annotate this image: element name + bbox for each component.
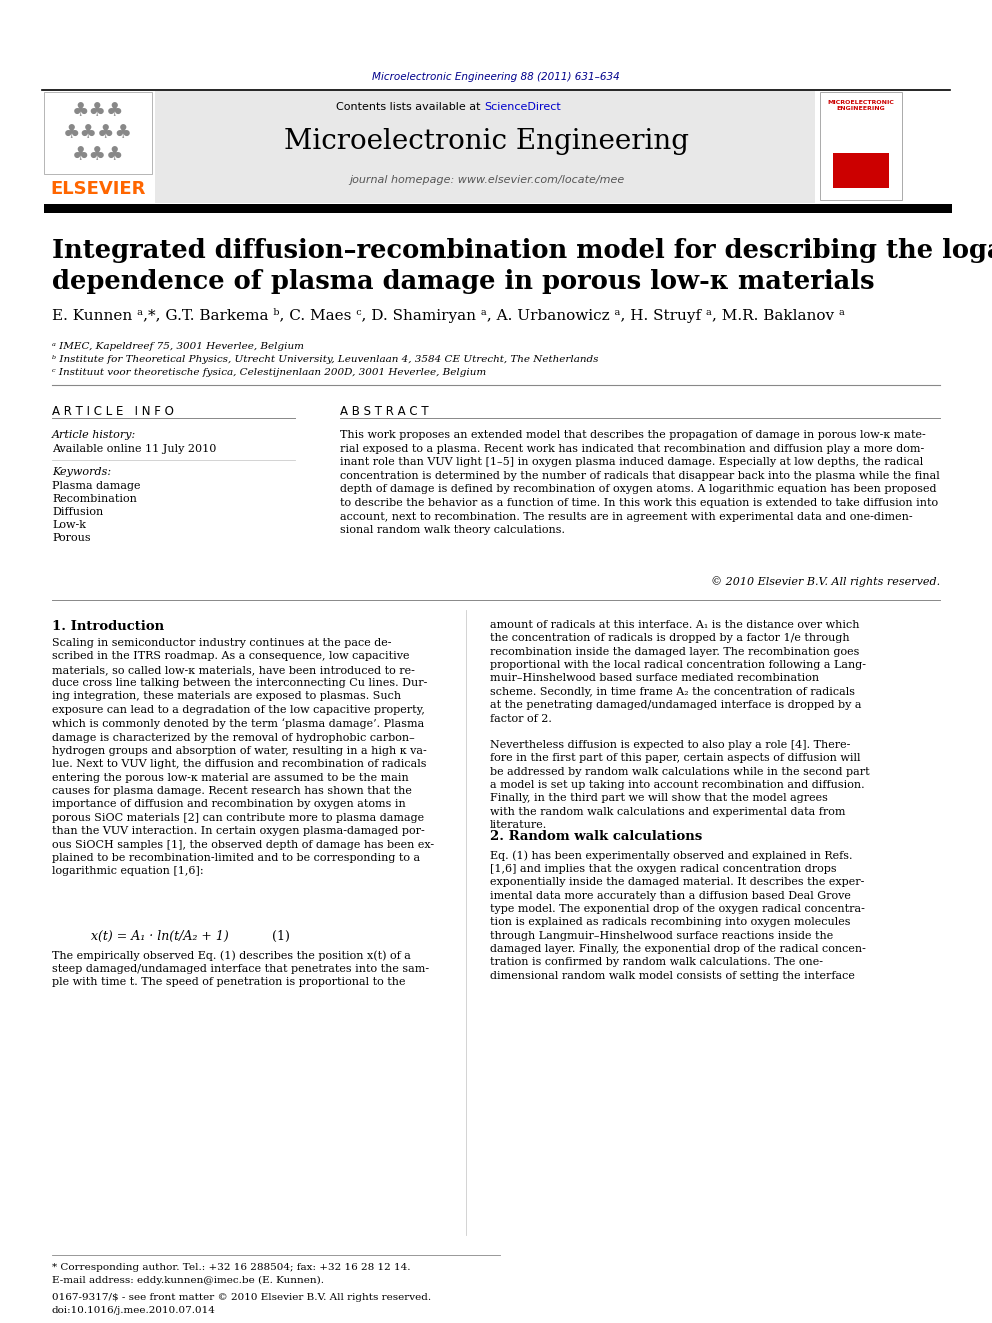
- Text: E. Kunnen ᵃ,*, G.T. Barkema ᵇ, C. Maes ᶜ, D. Shamiryan ᵃ, A. Urbanowicz ᵃ, H. St: E. Kunnen ᵃ,*, G.T. Barkema ᵇ, C. Maes ᶜ…: [52, 308, 845, 323]
- Text: Integrated diffusion–recombination model for describing the logarithmic time
dep: Integrated diffusion–recombination model…: [52, 238, 992, 294]
- Text: The empirically observed Eq. (1) describes the position x(t) of a
steep damaged/: The empirically observed Eq. (1) describ…: [52, 950, 430, 987]
- Text: A B S T R A C T: A B S T R A C T: [340, 405, 429, 418]
- Text: Porous: Porous: [52, 533, 90, 542]
- Text: ᶜ Instituut voor theoretische fysica, Celestijnenlaan 200D, 3001 Heverlee, Belgi: ᶜ Instituut voor theoretische fysica, Ce…: [52, 368, 486, 377]
- Text: Diffusion: Diffusion: [52, 507, 103, 517]
- Text: Scaling in semiconductor industry continues at the pace de-
scribed in the ITRS : Scaling in semiconductor industry contin…: [52, 638, 434, 876]
- Text: © 2010 Elsevier B.V. All rights reserved.: © 2010 Elsevier B.V. All rights reserved…: [711, 576, 940, 587]
- Text: x(t) = A₁ · ln(t/A₂ + 1): x(t) = A₁ · ln(t/A₂ + 1): [91, 930, 229, 943]
- Text: This work proposes an extended model that describes the propagation of damage in: This work proposes an extended model tha…: [340, 430, 939, 536]
- Text: A R T I C L E   I N F O: A R T I C L E I N F O: [52, 405, 174, 418]
- Text: ᵇ Institute for Theoretical Physics, Utrecht University, Leuvenlaan 4, 3584 CE U: ᵇ Institute for Theoretical Physics, Utr…: [52, 355, 598, 364]
- FancyBboxPatch shape: [820, 93, 902, 200]
- Text: Microelectronic Engineering 88 (2011) 631–634: Microelectronic Engineering 88 (2011) 63…: [372, 71, 620, 82]
- Text: ♣♣♣
♣♣♣♣
♣♣♣: ♣♣♣ ♣♣♣♣ ♣♣♣: [63, 102, 133, 164]
- Text: Article history:: Article history:: [52, 430, 136, 441]
- FancyBboxPatch shape: [155, 91, 815, 202]
- Text: Eq. (1) has been experimentally observed and explained in Refs.
[1,6] and implie: Eq. (1) has been experimentally observed…: [490, 849, 866, 980]
- Text: 2. Random walk calculations: 2. Random walk calculations: [490, 830, 702, 843]
- Text: Microelectronic Engineering: Microelectronic Engineering: [285, 128, 689, 155]
- Text: (1): (1): [272, 930, 290, 943]
- Text: Plasma damage: Plasma damage: [52, 482, 141, 491]
- Text: Available online 11 July 2010: Available online 11 July 2010: [52, 445, 216, 454]
- Text: ELSEVIER: ELSEVIER: [51, 180, 146, 198]
- Text: MICROELECTRONIC
ENGINEERING: MICROELECTRONIC ENGINEERING: [827, 101, 895, 111]
- FancyBboxPatch shape: [44, 93, 152, 175]
- Text: Nevertheless diffusion is expected to also play a role [4]. There-
fore in the f: Nevertheless diffusion is expected to al…: [490, 740, 870, 830]
- Text: doi:10.1016/j.mee.2010.07.014: doi:10.1016/j.mee.2010.07.014: [52, 1306, 216, 1315]
- Text: ScienceDirect: ScienceDirect: [484, 102, 560, 112]
- Text: amount of radicals at this interface. A₁ is the distance over which
the concentr: amount of radicals at this interface. A₁…: [490, 620, 866, 724]
- FancyBboxPatch shape: [833, 153, 889, 188]
- Text: Recombination: Recombination: [52, 493, 137, 504]
- Text: Contents lists available at: Contents lists available at: [336, 102, 484, 112]
- Text: E-mail address: eddy.kunnen@imec.be (E. Kunnen).: E-mail address: eddy.kunnen@imec.be (E. …: [52, 1275, 324, 1285]
- Text: * Corresponding author. Tel.: +32 16 288504; fax: +32 16 28 12 14.: * Corresponding author. Tel.: +32 16 288…: [52, 1263, 411, 1271]
- Text: ᵃ IMEC, Kapeldreef 75, 3001 Heverlee, Belgium: ᵃ IMEC, Kapeldreef 75, 3001 Heverlee, Be…: [52, 343, 304, 351]
- Text: Low-k: Low-k: [52, 520, 86, 531]
- Text: 1. Introduction: 1. Introduction: [52, 620, 164, 632]
- Text: journal homepage: www.elsevier.com/locate/mee: journal homepage: www.elsevier.com/locat…: [349, 175, 625, 185]
- FancyBboxPatch shape: [44, 204, 952, 213]
- Text: Keywords:: Keywords:: [52, 467, 111, 478]
- Text: 0167-9317/$ - see front matter © 2010 Elsevier B.V. All rights reserved.: 0167-9317/$ - see front matter © 2010 El…: [52, 1293, 432, 1302]
